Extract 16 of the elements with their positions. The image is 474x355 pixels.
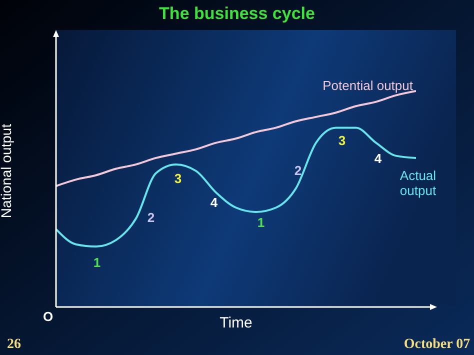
annotation: 3: [338, 133, 346, 148]
annotation: 2: [294, 163, 302, 178]
series-label: Actual output: [400, 168, 436, 198]
y-axis-title: National output: [0, 124, 14, 218]
text: October 07: [404, 337, 470, 352]
chart-title: The business cycle: [159, 4, 315, 23]
text: 26: [7, 337, 21, 352]
annotation: 1: [257, 215, 265, 230]
annotation: 1: [93, 255, 101, 270]
annotation: 3: [174, 171, 182, 186]
annotation: 4: [374, 151, 382, 166]
x-axis-title: Time: [220, 314, 252, 332]
annotation: 2: [147, 210, 155, 225]
annotation: 4: [210, 195, 218, 210]
series-label: Potential output: [322, 78, 414, 93]
text: O: [42, 309, 54, 324]
